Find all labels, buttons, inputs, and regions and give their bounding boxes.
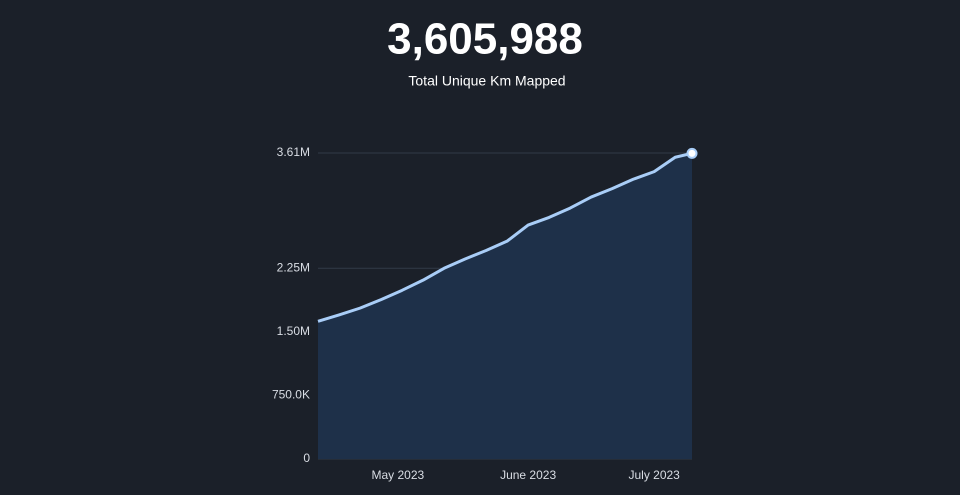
y-tick-label: 3.61M: [277, 145, 310, 159]
area: [318, 153, 692, 459]
y-tick-label: 1.50M: [277, 324, 310, 338]
y-tick-label: 2.25M: [277, 260, 310, 274]
line: [317, 151, 693, 323]
x-tick-label: July 2023: [628, 468, 680, 482]
y-tick-label: 0: [303, 451, 310, 465]
end-point: [686, 147, 698, 159]
headline-value: 3,605,988: [387, 15, 583, 64]
headline-caption: Total Unique Km Mapped: [408, 73, 565, 89]
y-tick-label: 750.0K: [272, 388, 310, 402]
x-tick-label: May 2023: [371, 468, 424, 482]
x-tick-label: June 2023: [500, 468, 556, 482]
